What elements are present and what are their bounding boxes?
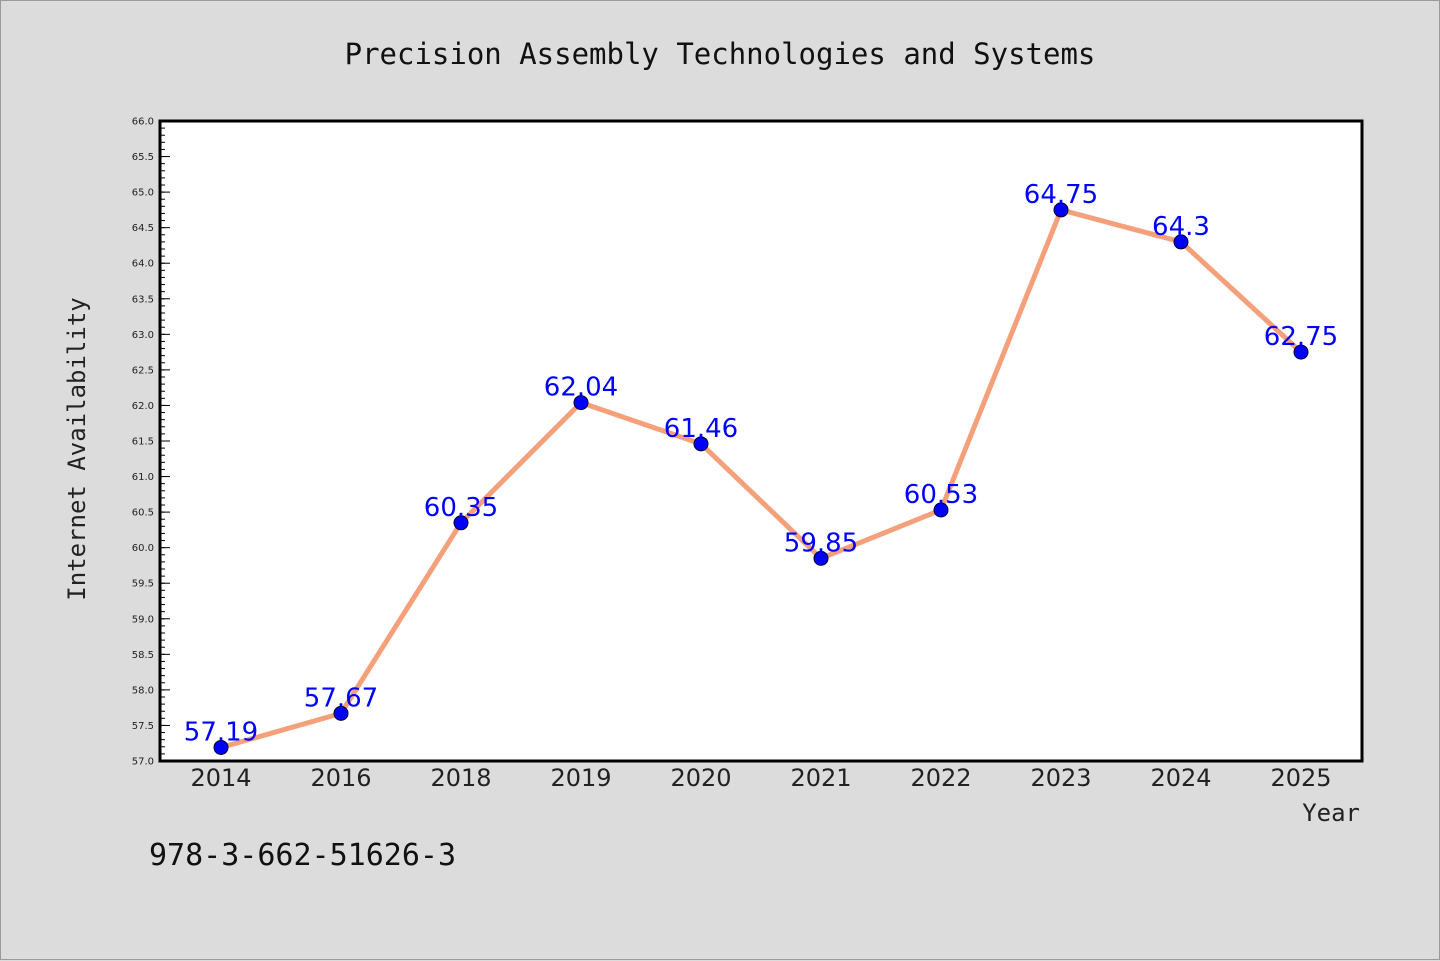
y-tick-label: 63.5 xyxy=(132,294,154,305)
x-tick-label: 2014 xyxy=(190,764,251,792)
x-tick-label: 2023 xyxy=(1030,764,1091,792)
footnote-isbn: 978-3-662-51626-3 xyxy=(149,838,456,873)
y-tick-label: 62.0 xyxy=(132,401,154,412)
x-tick-label: 2016 xyxy=(310,764,371,792)
x-tick-label: 2025 xyxy=(1270,764,1331,792)
y-tick-label: 61.0 xyxy=(132,472,154,483)
y-tick-label: 60.5 xyxy=(132,508,154,519)
data-point-marker xyxy=(453,515,469,531)
data-value-label: 57.67 xyxy=(304,683,378,713)
data-point-marker xyxy=(1173,234,1189,250)
data-value-label: 64.75 xyxy=(1024,180,1098,210)
y-axis-title: Internet Availability xyxy=(63,297,91,600)
x-tick-label: 2018 xyxy=(430,764,491,792)
x-tick-label: 2024 xyxy=(1150,764,1211,792)
chart-title: Precision Assembly Technologies and Syst… xyxy=(345,37,1096,71)
data-point-marker xyxy=(333,705,349,721)
data-value-label: 61.46 xyxy=(664,414,738,444)
y-tick-label: 64.0 xyxy=(132,259,154,270)
y-tick-label: 62.5 xyxy=(132,365,154,376)
data-point-marker xyxy=(693,436,709,452)
x-tick-label: 2020 xyxy=(670,764,731,792)
data-point-marker xyxy=(1293,344,1309,360)
data-point-marker xyxy=(213,739,229,755)
y-tick-label: 57.0 xyxy=(132,757,154,768)
x-tick-label: 2021 xyxy=(790,764,851,792)
y-tick-label: 64.5 xyxy=(132,223,154,234)
data-value-label: 64.3 xyxy=(1152,212,1210,242)
y-tick-label: 65.5 xyxy=(132,152,154,163)
data-point-marker xyxy=(813,550,829,566)
data-point-marker xyxy=(933,502,949,518)
data-value-label: 57.19 xyxy=(184,717,258,747)
data-value-label: 62.75 xyxy=(1264,322,1338,352)
plot-area xyxy=(158,119,1364,763)
y-tick-label: 59.5 xyxy=(132,579,154,590)
series-markers xyxy=(213,202,1309,755)
x-tick-label: 2019 xyxy=(550,764,611,792)
data-point-marker xyxy=(573,395,589,411)
y-tick-label: 60.0 xyxy=(132,543,154,554)
y-tick-label: 59.0 xyxy=(132,614,154,625)
data-labels: 57.19 57.67 60.35 62.04 61.46 59.85 60.53 64.75… xyxy=(184,180,1338,748)
x-axis-title: Year xyxy=(1302,799,1360,827)
data-value-label: 62.04 xyxy=(544,373,618,403)
y-tick-label: 65.0 xyxy=(132,188,154,199)
x-tick-label: 2022 xyxy=(910,764,971,792)
data-value-label: 59.85 xyxy=(784,528,858,558)
data-value-label: 60.35 xyxy=(424,493,498,523)
y-tick-label: 61.5 xyxy=(132,437,154,448)
x-axis: 2014 2016 2018 2019 2020 2021 2022 2023 2024 2025 xyxy=(190,764,1331,792)
y-tick-label: 57.5 xyxy=(132,721,154,732)
y-axis: 57.0 57.5 58.0 58.5 59.0 59.5 60.0 60.5 61.0 61.5… xyxy=(132,117,170,768)
y-tick-label: 58.5 xyxy=(132,650,154,661)
y-tick-label: 66.0 xyxy=(132,117,154,128)
series-line xyxy=(220,207,1303,750)
y-tick-label: 63.0 xyxy=(132,330,154,341)
data-value-label: 60.53 xyxy=(904,480,978,510)
data-point-marker xyxy=(1053,202,1069,218)
y-tick-label: 58.0 xyxy=(132,685,154,696)
